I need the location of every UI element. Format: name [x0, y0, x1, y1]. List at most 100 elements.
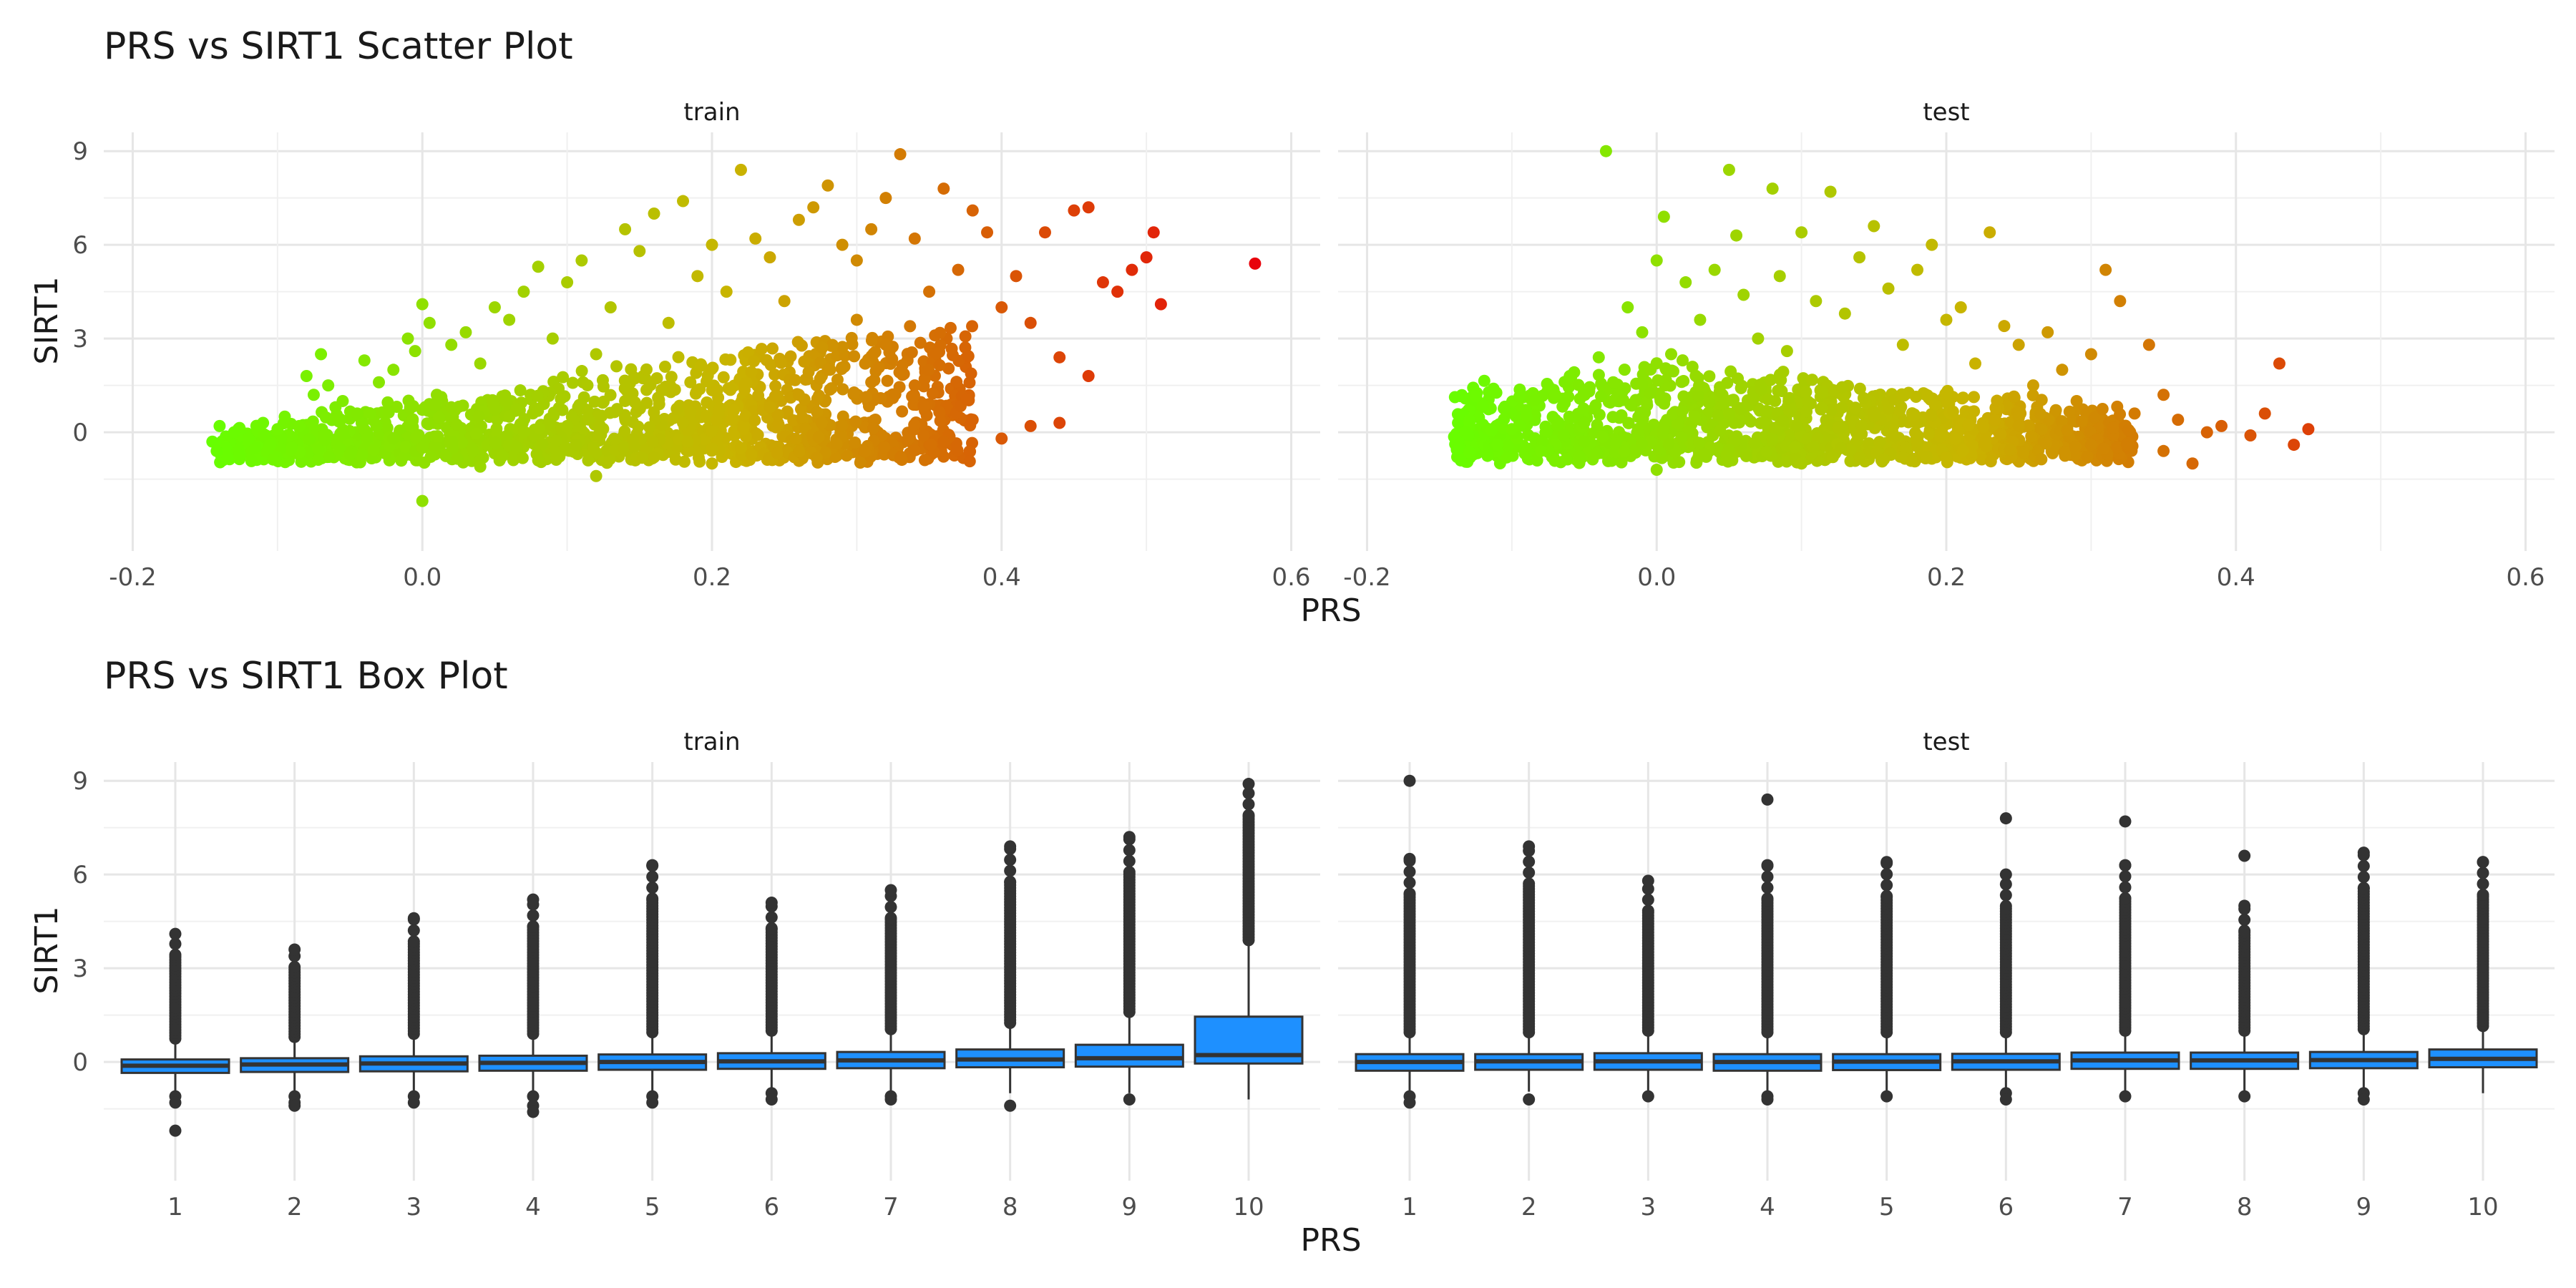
- scatter-point: [1888, 430, 1901, 443]
- scatter-point: [312, 454, 325, 467]
- scatter-point: [416, 404, 429, 416]
- box-outlier: [527, 893, 540, 906]
- scatter-point: [2107, 421, 2119, 434]
- box-x-tick-label: 10: [1233, 1193, 1264, 1221]
- scatter-point: [2120, 438, 2133, 451]
- scatter-point: [604, 301, 617, 313]
- scatter-point: [889, 388, 902, 401]
- scatter-x-axis-title: PRS: [1300, 592, 1361, 629]
- scatter-point: [1549, 389, 1562, 401]
- box-5: [597, 859, 708, 1109]
- scatter-point: [672, 351, 685, 364]
- scatter-point: [1898, 389, 1911, 402]
- scatter-point: [573, 399, 586, 411]
- scatter-point: [260, 429, 273, 442]
- scatter-point: [902, 433, 914, 446]
- scatter-point: [2273, 357, 2285, 370]
- box-outlier: [1761, 892, 1774, 905]
- scatter-point: [907, 389, 920, 401]
- box-outlier: [1123, 866, 1136, 879]
- scatter-point: [1498, 402, 1511, 415]
- scatter-point: [445, 338, 458, 351]
- scatter-x-tick-label: 0.6: [1272, 563, 1310, 592]
- box-outlier: [169, 948, 182, 961]
- box-outlier: [1761, 793, 1774, 806]
- scatter-point: [966, 204, 979, 217]
- scatter-point: [2097, 442, 2110, 455]
- scatter-point: [1485, 424, 1498, 437]
- scatter-point: [1462, 429, 1475, 441]
- scatter-point: [681, 435, 694, 448]
- scatter-point: [382, 406, 395, 419]
- scatter-point: [2084, 439, 2097, 452]
- scatter-point: [561, 419, 574, 432]
- scatter-x-tick-label: 0.2: [1927, 563, 1966, 592]
- scatter-point: [1868, 410, 1880, 423]
- scatter-point: [423, 316, 436, 329]
- scatter-point: [879, 338, 892, 351]
- scatter-point: [1053, 416, 1066, 429]
- box-outlier: [1761, 870, 1774, 883]
- scatter-point: [373, 376, 386, 389]
- box-outlier: [288, 1099, 301, 1112]
- scatter-x-tick-label: 0.2: [693, 563, 731, 592]
- scatter-point: [848, 386, 861, 399]
- scatter-point: [1954, 301, 1967, 313]
- scatter-point: [1539, 420, 1552, 433]
- box-outlier: [1523, 855, 1536, 868]
- scatter-point: [868, 374, 881, 386]
- scatter-point: [650, 372, 663, 385]
- scatter-x-tick-label: 0.0: [1637, 563, 1676, 592]
- scatter-point: [581, 379, 594, 391]
- scatter-point: [556, 404, 569, 416]
- scatter-point: [618, 425, 631, 438]
- scatter-point: [1857, 391, 1870, 404]
- scatter-point: [1802, 395, 1815, 408]
- scatter-point: [643, 421, 656, 434]
- scatter-point: [429, 399, 441, 412]
- box-outlier: [1641, 1090, 1654, 1103]
- box-outlier: [1004, 854, 1017, 867]
- scatter-point: [278, 410, 291, 423]
- scatter-point: [819, 447, 832, 459]
- box-panels: 1 2 3 4 5 6 7 8 9 10 0 3 6 9 train 1 2 3 4 5 6 7 8 9 10 test: [72, 728, 2555, 1221]
- scatter-point: [859, 357, 872, 370]
- box-y-axis-title: SIRT1: [29, 906, 65, 994]
- scatter-point: [705, 425, 718, 438]
- scatter-point: [1126, 263, 1138, 276]
- box-outlier: [1403, 1096, 1416, 1109]
- scatter-point: [1578, 416, 1591, 429]
- scatter-point: [228, 426, 240, 439]
- scatter-point: [684, 405, 697, 418]
- scatter-point: [532, 404, 545, 417]
- scatter-point: [908, 444, 921, 457]
- box-title: PRS vs SIRT1 Box Plot: [104, 655, 508, 698]
- scatter-point: [488, 301, 501, 313]
- box-x-axis-title: PRS: [1300, 1222, 1361, 1259]
- scatter-point: [1737, 288, 1750, 301]
- scatter-point: [1806, 374, 1819, 386]
- box-y-tick-label: 9: [72, 767, 88, 796]
- scatter-point: [1038, 226, 1051, 239]
- scatter-point: [1621, 301, 1634, 313]
- box-outlier: [1523, 840, 1536, 853]
- scatter-point: [1853, 382, 1866, 395]
- scatter-point: [1849, 401, 1862, 414]
- scatter-point: [1463, 414, 1475, 427]
- scatter-point: [792, 213, 805, 226]
- scatter-point: [944, 321, 957, 334]
- scatter-point: [2063, 405, 2076, 418]
- box-panel-train: 1 2 3 4 5 6 7 8 9 10 0 3 6 9 train: [72, 728, 1320, 1221]
- scatter-point: [835, 363, 848, 376]
- scatter-point: [516, 452, 529, 464]
- scatter-point: [728, 429, 741, 442]
- scatter-point: [1470, 390, 1483, 403]
- scatter-point: [745, 366, 758, 379]
- scatter-point: [358, 354, 371, 367]
- box-outlier: [2357, 859, 2370, 872]
- scatter-point: [1140, 251, 1153, 264]
- scatter-point: [1714, 381, 1727, 394]
- scatter-point: [610, 403, 623, 416]
- scatter-point: [1673, 456, 1686, 469]
- scatter-point: [959, 330, 972, 343]
